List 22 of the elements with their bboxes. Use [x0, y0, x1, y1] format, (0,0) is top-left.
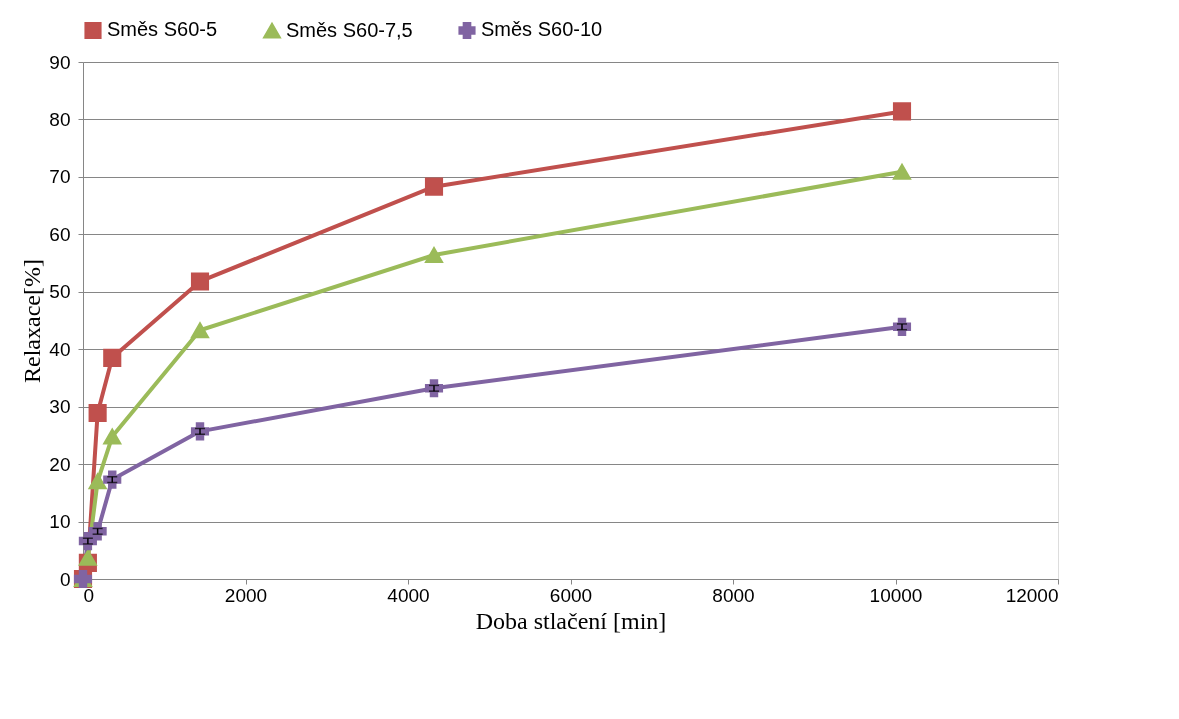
- y-tick-label: 70: [49, 166, 71, 188]
- x-tick-label: 4000: [387, 584, 430, 606]
- x-tick-label: 10000: [869, 584, 923, 606]
- legend-label: Směs S60-10: [481, 18, 603, 41]
- y-tick-label: 0: [59, 568, 71, 590]
- x-tick-label: 12000: [1005, 584, 1059, 606]
- y-tick-label: 30: [49, 396, 71, 418]
- x-tick-label: 6000: [549, 584, 593, 606]
- legend-label: Směs S60-7,5: [286, 18, 413, 41]
- y-tick-label: 40: [49, 338, 71, 360]
- y-tick-label: 50: [49, 281, 71, 303]
- y-axis-title: Relaxace[%]: [19, 259, 46, 383]
- y-tick-label: 60: [49, 223, 71, 245]
- y-tick-label: 10: [49, 511, 71, 533]
- y-tick-label: 80: [49, 108, 71, 130]
- y-tick-label: 20: [49, 453, 71, 475]
- x-tick-label: 0: [83, 584, 95, 606]
- legend-label: Směs S60-5: [107, 18, 218, 41]
- y-tick-label: 90: [49, 51, 71, 73]
- x-tick-label: 2000: [224, 584, 268, 606]
- x-axis-title: Doba stlačení [min]: [475, 607, 667, 634]
- x-tick-label: 8000: [712, 584, 755, 606]
